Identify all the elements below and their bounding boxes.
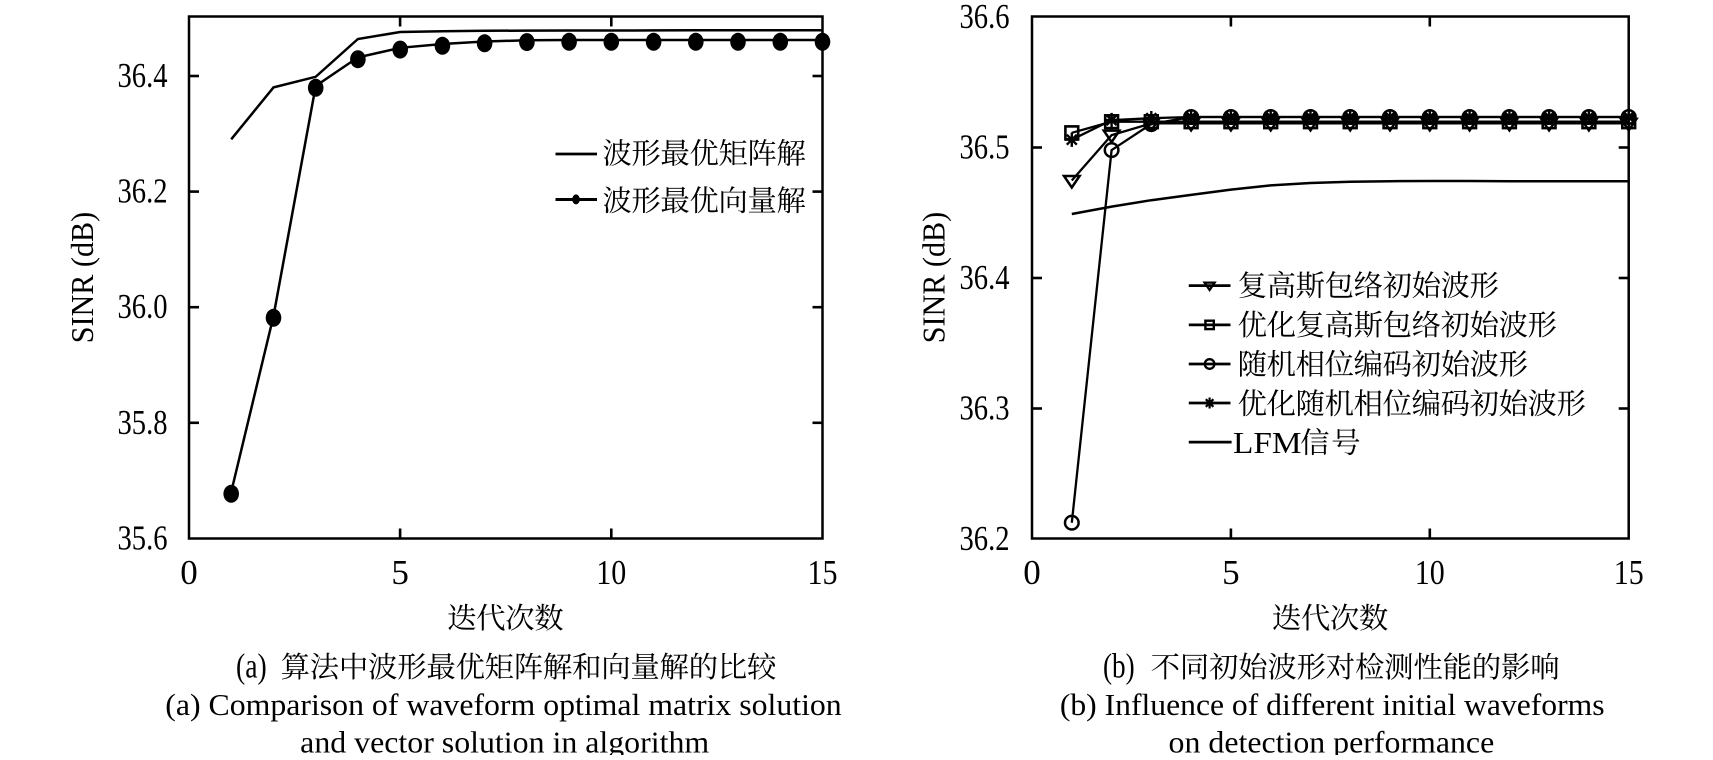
svg-text:and vector solution in algorit: and vector solution in algorithm xyxy=(300,725,709,755)
svg-text:SINR (dB): SINR (dB) xyxy=(916,212,952,343)
svg-text:36.0: 36.0 xyxy=(118,287,168,326)
svg-text:36.2: 36.2 xyxy=(960,519,1010,558)
svg-text:5: 5 xyxy=(1222,553,1240,592)
svg-text:10: 10 xyxy=(596,553,626,592)
svg-text:15: 15 xyxy=(1614,553,1644,592)
svg-text:35.6: 35.6 xyxy=(118,519,168,558)
svg-text:36.4: 36.4 xyxy=(118,56,168,95)
svg-text:36.4: 36.4 xyxy=(960,258,1010,297)
svg-text:36.3: 36.3 xyxy=(960,389,1010,428)
svg-text:(a) Comparison of waveform opt: (a) Comparison of waveform optimal matri… xyxy=(165,688,841,722)
svg-text:36.2: 36.2 xyxy=(118,172,168,211)
svg-text:36.5: 36.5 xyxy=(960,128,1010,167)
svg-text:(b): (b) xyxy=(1103,647,1135,686)
svg-text:0: 0 xyxy=(1023,553,1041,592)
svg-text:SINR (dB): SINR (dB) xyxy=(64,212,100,343)
svg-text:0: 0 xyxy=(180,553,198,592)
svg-text:15: 15 xyxy=(808,553,838,592)
svg-text:(a): (a) xyxy=(236,647,267,686)
svg-text:36.6: 36.6 xyxy=(960,0,1010,36)
svg-text:5: 5 xyxy=(391,553,409,592)
svg-text:(b) Influence of different ini: (b) Influence of different initial wavef… xyxy=(1060,688,1605,722)
svg-text:LFM: LFM xyxy=(1233,426,1302,460)
svg-text:35.8: 35.8 xyxy=(118,403,168,442)
svg-text:on detection performance: on detection performance xyxy=(1169,725,1495,755)
svg-text:10: 10 xyxy=(1415,553,1445,592)
